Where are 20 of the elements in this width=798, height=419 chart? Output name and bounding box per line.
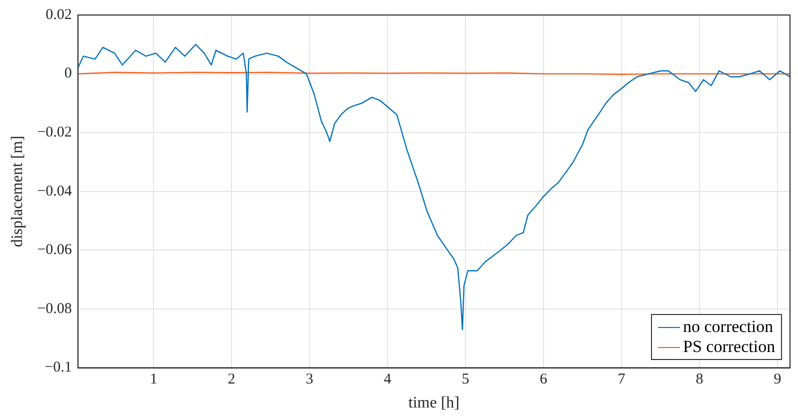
x-tick-label: 5 — [462, 372, 470, 388]
x-tick-label: 4 — [384, 372, 392, 388]
x-tick-label: 8 — [696, 372, 704, 388]
x-tick-label: 1 — [150, 372, 158, 388]
x-tick-label: 2 — [228, 372, 236, 388]
x-tick-label: 7 — [618, 372, 626, 388]
x-tick-label: 3 — [306, 372, 314, 388]
y-tick-label: −0.02 — [37, 124, 72, 141]
x-tick-label: 9 — [774, 372, 782, 388]
x-tick-label: 6 — [540, 372, 548, 388]
x-axis-title: time [h] — [408, 394, 460, 412]
y-axis-title: displacement [m] — [8, 136, 26, 248]
y-tick-label: −0.08 — [37, 300, 72, 317]
y-tick-label: −0.06 — [37, 242, 72, 258]
y-tick-label: 0.02 — [46, 6, 72, 23]
legend-label: no correction — [683, 316, 774, 336]
y-tick-label: −0.04 — [37, 183, 72, 200]
legend-label: PS correction — [683, 336, 776, 356]
y-tick-label: 0 — [64, 66, 72, 82]
y-tick-label: −0.1 — [44, 360, 72, 376]
